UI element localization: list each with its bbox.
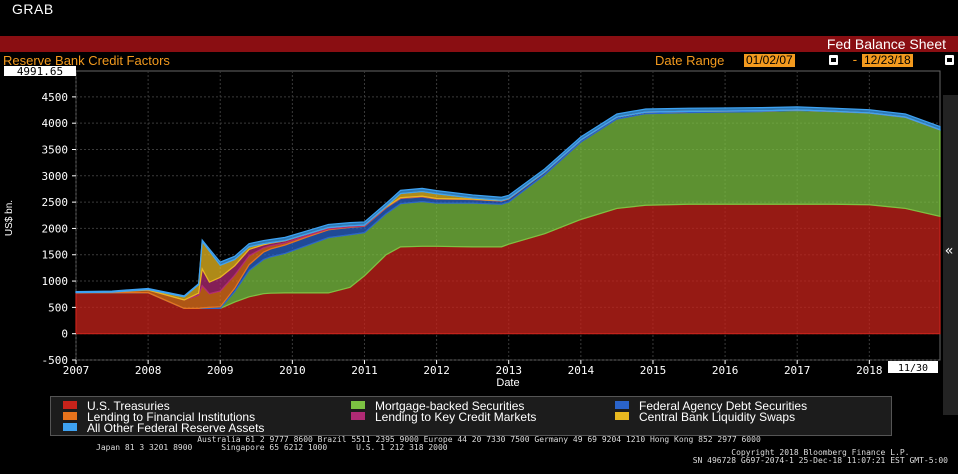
legend-item-mbs: Mortgage-backed Securities — [351, 400, 524, 412]
area-series — [75, 106, 941, 335]
legend-item-key-credit: Lending to Key Credit Markets — [351, 411, 536, 423]
footer-contacts: Australia 61 2 9777 8600 Brazil 5511 239… — [197, 435, 761, 444]
x-axis-ticks: 2007 2008 2009 2010 2011 2012 2013 2014 2015 2016… — [63, 360, 883, 377]
area-chart: -500 0 500 1000 1500 2000 2500 3000 3500 4000 4500… — [4, 66, 941, 389]
x-tick-label: 2007 — [63, 364, 90, 377]
legend-swatch — [615, 401, 629, 409]
x-tick-label: 2018 — [856, 364, 883, 377]
x-tick-label: 2010 — [279, 364, 306, 377]
y-tick-label: 3500 — [42, 143, 69, 156]
y-tick-label: 2500 — [42, 196, 69, 209]
legend-swatch — [351, 401, 365, 409]
copyright-text: Copyright 2018 Bloomberg Finance L.P. — [731, 448, 910, 457]
legend-label: Mortgage-backed Securities — [375, 399, 525, 413]
sub-header-bar: Reserve Bank Credit Factors Date Range 0… — [0, 53, 958, 68]
y-tick-label: 1000 — [42, 275, 69, 288]
legend-label: Federal Agency Debt Securities — [639, 399, 808, 413]
app-title: GRAB — [12, 1, 54, 17]
legend-swatch — [63, 423, 77, 431]
y-tick-label: 4500 — [42, 91, 69, 104]
x-tick-label: 2017 — [784, 364, 811, 377]
chart-subtitle: Reserve Bank Credit Factors — [3, 53, 170, 68]
legend-item-agency-debt: Federal Agency Debt Securities — [615, 400, 807, 412]
legend-item-swaps: Central Bank Liquidity Swaps — [615, 411, 795, 423]
legend-item-other: All Other Federal Reserve Assets — [63, 422, 264, 434]
x-tick-label: 2013 — [495, 364, 522, 377]
chart-legend: U.S. Treasuries Mortgage-backed Securiti… — [50, 396, 892, 436]
x-tick-label: 2014 — [568, 364, 595, 377]
legend-item-lending-fi: Lending to Financial Institutions — [63, 411, 255, 423]
legend-label: U.S. Treasuries — [87, 399, 170, 413]
side-panel-toggle[interactable]: « — [943, 95, 958, 415]
x-tick-label: 2012 — [423, 364, 450, 377]
start-date-field[interactable]: 01/02/07 — [744, 53, 795, 67]
x-tick-label: 2011 — [351, 364, 378, 377]
x-tick-label: 2016 — [712, 364, 739, 377]
legend-label: Lending to Key Credit Markets — [375, 410, 537, 424]
y-tick-label: 3000 — [42, 170, 69, 183]
footer-contacts-2: Japan 81 3 3201 8900 Singapore 65 6212 1… — [96, 443, 448, 452]
legend-swatch — [351, 412, 365, 420]
date-range-label: Date Range — [655, 53, 725, 68]
y-tick-label: 500 — [48, 301, 68, 314]
collapse-chevron-icon: « — [945, 243, 954, 259]
x-tick-label: 2015 — [640, 364, 667, 377]
end-date-field[interactable]: 12/23/18 — [862, 53, 913, 67]
legend-swatch — [63, 401, 77, 409]
x-tick-label: 2008 — [135, 364, 162, 377]
footer-copyright: Copyright 2018 Bloomberg Finance L.P. SN… — [693, 449, 948, 465]
y-max-label: 4991.65 — [17, 66, 63, 78]
y-tick-label: 0 — [61, 328, 68, 341]
x-tick-label: 2009 — [207, 364, 234, 377]
title-bar: Fed Balance Sheet — [0, 36, 958, 52]
y-tick-label: 1500 — [42, 249, 69, 262]
chart-title: Fed Balance Sheet — [826, 36, 946, 52]
end-date-calendar-icon[interactable] — [945, 55, 954, 65]
legend-label: Lending to Financial Institutions — [87, 410, 256, 424]
legend-item-treasuries: U.S. Treasuries — [63, 400, 170, 412]
legend-label: All Other Federal Reserve Assets — [87, 421, 265, 435]
y-tick-label: 2000 — [42, 222, 69, 235]
legend-swatch — [615, 412, 629, 420]
y-max-label-box — [4, 66, 76, 76]
y-axis-ticks: -500 0 500 1000 1500 2000 2500 3000 3500 4000 4500 — [42, 91, 76, 367]
legend-swatch — [63, 412, 77, 420]
series-area-all-other-federal-reserve-assets — [75, 106, 941, 298]
x-end-label: 11/30 — [898, 363, 928, 374]
x-end-label-box — [888, 361, 938, 373]
y-axis-label: US$ bn. — [4, 200, 15, 236]
start-date-calendar-icon[interactable] — [829, 55, 838, 65]
x-axis-label: Date — [496, 377, 519, 389]
y-tick-label: -500 — [42, 354, 69, 367]
serial-text: SN 496728 G697-2074-1 25-Dec-18 11:07:21… — [692, 456, 948, 465]
date-range-separator: - — [851, 53, 859, 68]
legend-label: Central Bank Liquidity Swaps — [639, 410, 796, 424]
y-tick-label: 4000 — [42, 117, 69, 130]
